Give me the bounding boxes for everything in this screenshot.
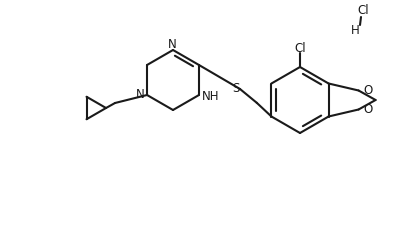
Text: N: N: [168, 38, 176, 50]
Text: NH: NH: [202, 89, 219, 103]
Text: Cl: Cl: [357, 5, 369, 17]
Text: O: O: [364, 103, 373, 116]
Text: Cl: Cl: [294, 42, 306, 54]
Text: H: H: [351, 23, 359, 37]
Text: N: N: [136, 88, 144, 102]
Text: S: S: [232, 82, 240, 96]
Text: O: O: [364, 84, 373, 97]
